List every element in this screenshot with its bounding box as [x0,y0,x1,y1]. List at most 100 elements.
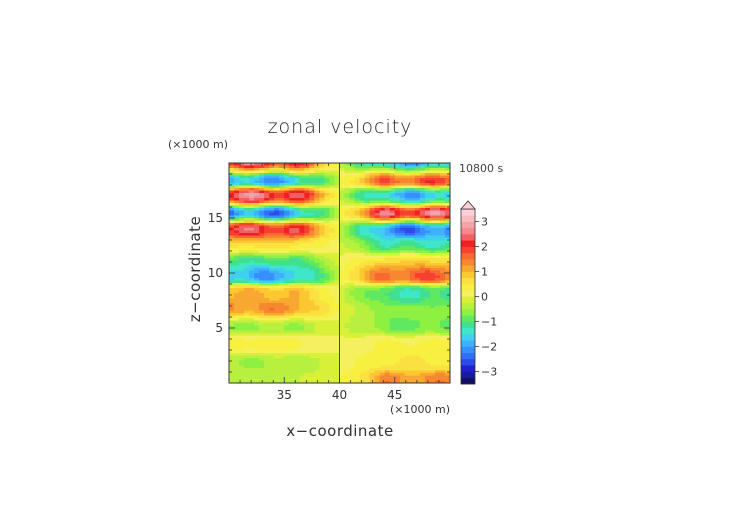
field-cell [344,245,350,249]
field-cell [329,300,335,304]
field-cell [289,368,295,371]
field-cell [374,283,381,286]
field-cell [299,325,305,329]
field-cell [309,280,315,284]
field-cell [344,328,350,331]
field-cell [364,238,371,241]
field-cell [369,308,376,311]
field-cell [379,200,386,204]
field-cell [364,223,371,226]
field-cell [424,243,431,246]
field-cell [304,298,310,301]
field-cell [299,293,305,296]
field-cell [274,343,280,346]
field-cell [309,318,315,321]
field-cell [414,175,421,179]
field-cell [229,330,235,334]
field-cell [234,283,240,286]
field-cell [229,290,235,294]
field-cell [254,300,260,304]
field-cell [279,175,285,179]
field-cell [284,335,290,339]
field-cell [249,205,255,209]
field-cell [274,223,280,226]
field-cell [244,178,250,181]
field-cell [389,228,396,231]
field-cell [229,225,235,229]
field-cell [394,233,401,236]
field-cell [314,363,320,366]
field-cell [379,248,386,251]
field-cell [354,275,360,279]
field-cell [279,365,285,369]
field-cell [444,353,451,356]
field-cell [389,310,396,314]
field-cell [244,363,250,366]
y-axis-unit: (×1000 m) [168,138,229,151]
field-cell [274,178,280,181]
field-cell [289,315,295,319]
field-cell [364,368,371,371]
field-cell [409,313,416,316]
field-cell [374,378,381,381]
field-cell [379,343,386,346]
field-cell [429,293,436,296]
field-cell [274,225,280,229]
field-cell [304,195,310,199]
field-cell [369,333,376,336]
field-cell [249,373,255,376]
field-cell [349,355,355,359]
field-cell [409,325,416,329]
field-cell [254,183,260,186]
field-cell [424,170,431,174]
field-cell [439,335,446,339]
field-cell [354,190,360,194]
field-cell [399,230,406,234]
field-cell [274,338,280,341]
field-cell [284,190,290,194]
field-cell [304,293,310,296]
field-cell [269,250,275,254]
field-cell [339,268,345,271]
field-cell [294,238,300,241]
field-cell [284,205,290,209]
field-cell [289,215,295,219]
field-cell [229,328,235,331]
field-cell [249,293,255,296]
field-cell [244,240,250,244]
field-cell [364,215,371,219]
field-cell [399,318,406,321]
field-cell [354,260,360,264]
field-cell [239,333,245,336]
field-cell [269,373,275,376]
field-cell [324,310,330,314]
field-cell [329,265,335,269]
field-cell [354,215,360,219]
field-cell [284,255,290,259]
field-cell [329,263,335,266]
field-cell [434,378,441,381]
field-cell [249,210,255,214]
field-cell [314,315,320,319]
field-cell [369,205,376,209]
field-cell [329,320,335,324]
field-cell [274,293,280,296]
field-cell [374,338,381,341]
field-cell [339,210,345,214]
field-cell [269,310,275,314]
field-cell [309,325,315,329]
field-cell [249,325,255,329]
field-cell [284,250,290,254]
field-cell [254,238,260,241]
field-cell [289,168,295,171]
field-cell [234,210,240,214]
colorbar-swatch [461,352,475,360]
field-cell [344,343,350,346]
field-cell [354,328,360,331]
field-cell [289,210,295,214]
field-cell [229,265,235,269]
velocity-field [229,163,451,384]
field-cell [229,358,235,361]
field-cell [284,313,290,316]
field-cell [394,170,401,174]
